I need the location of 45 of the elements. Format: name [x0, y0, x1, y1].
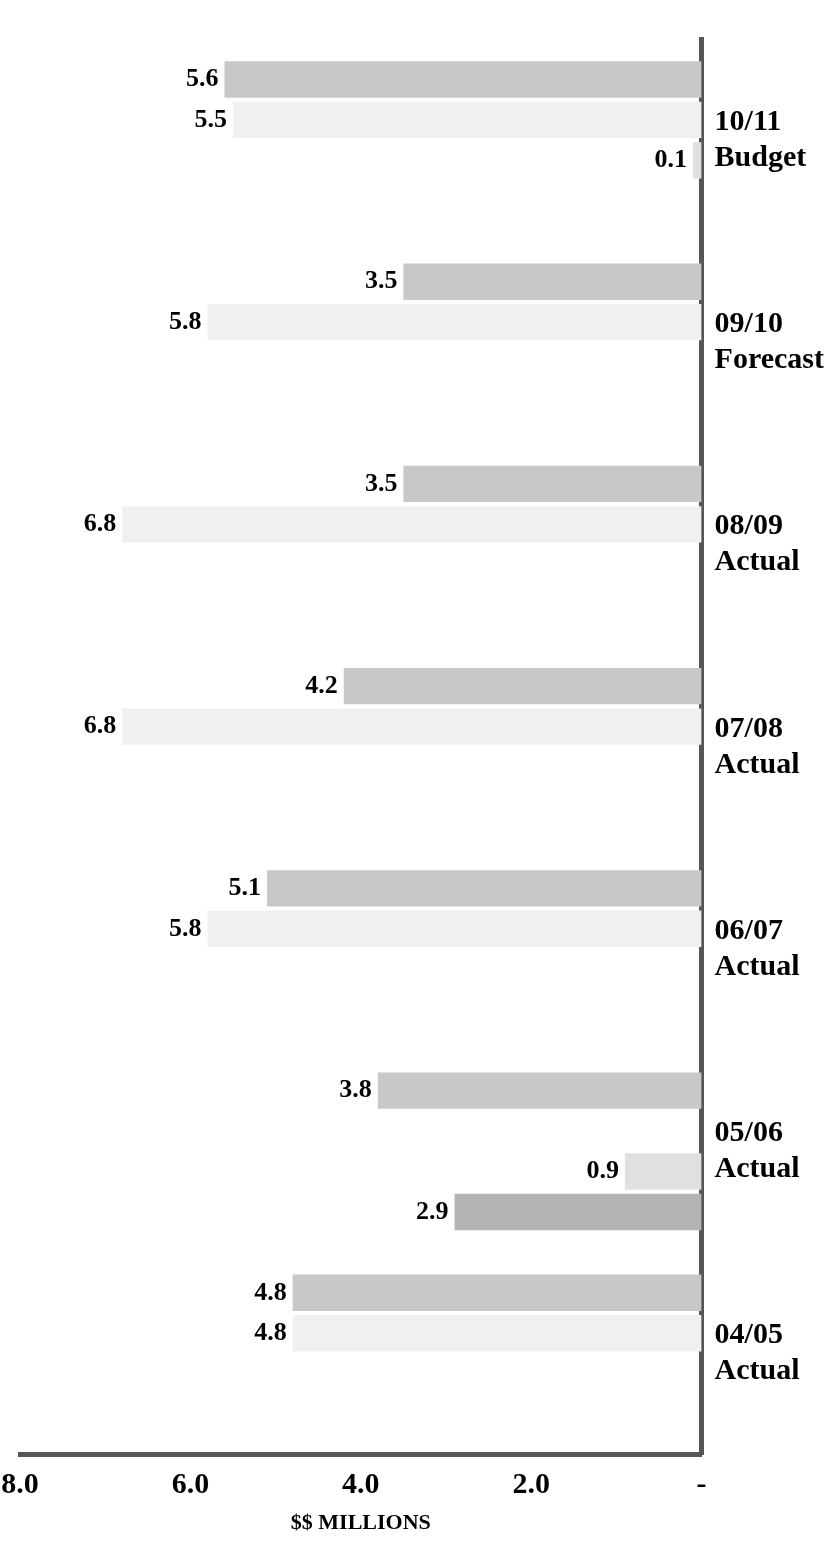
bar: [624, 1153, 702, 1190]
x-tick-label: 8.0: [1, 1466, 39, 1500]
y-tick-label: 08/09 Actual: [714, 507, 800, 577]
bar: [292, 1274, 702, 1312]
data-label: 3.5: [364, 265, 398, 295]
data-label: 4.2: [305, 669, 338, 699]
data-label: 3.8: [339, 1074, 372, 1104]
data-label: 6.8: [83, 508, 117, 538]
bar: [224, 61, 702, 98]
bar: [267, 870, 702, 907]
data-label: 0.9: [586, 1155, 619, 1185]
data-label: 5.6: [185, 63, 219, 93]
bar: [693, 142, 702, 179]
x-tick-label: 2.0: [512, 1466, 550, 1500]
y-tick-label: 09/10 Forecast: [714, 305, 825, 375]
data-label: 2.9: [416, 1195, 449, 1225]
bar: [343, 667, 702, 705]
y-tick-label: 05/06 Actual: [714, 1114, 800, 1184]
bar: [122, 506, 702, 543]
bar: [403, 263, 702, 300]
data-label: 5.5: [194, 103, 227, 133]
data-label: 6.8: [83, 710, 117, 740]
x-tick-label: 4.0: [342, 1466, 380, 1500]
bar: [207, 303, 702, 341]
data-label: 4.8: [254, 1276, 287, 1306]
y-tick-label: 06/07 Actual: [714, 911, 800, 981]
bar: [292, 1315, 702, 1352]
bar: [377, 1072, 702, 1109]
y-tick-label: 07/08 Actual: [714, 709, 800, 779]
bar: [207, 910, 702, 948]
data-label: 5.8: [168, 912, 202, 942]
data-label: 5.8: [168, 305, 202, 335]
bar: [122, 708, 702, 745]
y-tick-label: 04/05 Actual: [714, 1316, 800, 1386]
x-axis-title: $$ MILLIONS: [290, 1509, 431, 1535]
y-tick-label: 10/11 Budget: [714, 102, 807, 172]
bar: [454, 1193, 702, 1231]
data-label: 3.5: [364, 467, 398, 497]
data-label: 5.1: [228, 872, 262, 902]
data-label: 4.8: [254, 1316, 287, 1346]
x-tick-label: 6.0: [171, 1466, 210, 1500]
x-tick-label: -: [696, 1466, 707, 1500]
bar: [403, 465, 702, 503]
bar: [233, 101, 702, 139]
data-label: 0.1: [654, 144, 688, 174]
